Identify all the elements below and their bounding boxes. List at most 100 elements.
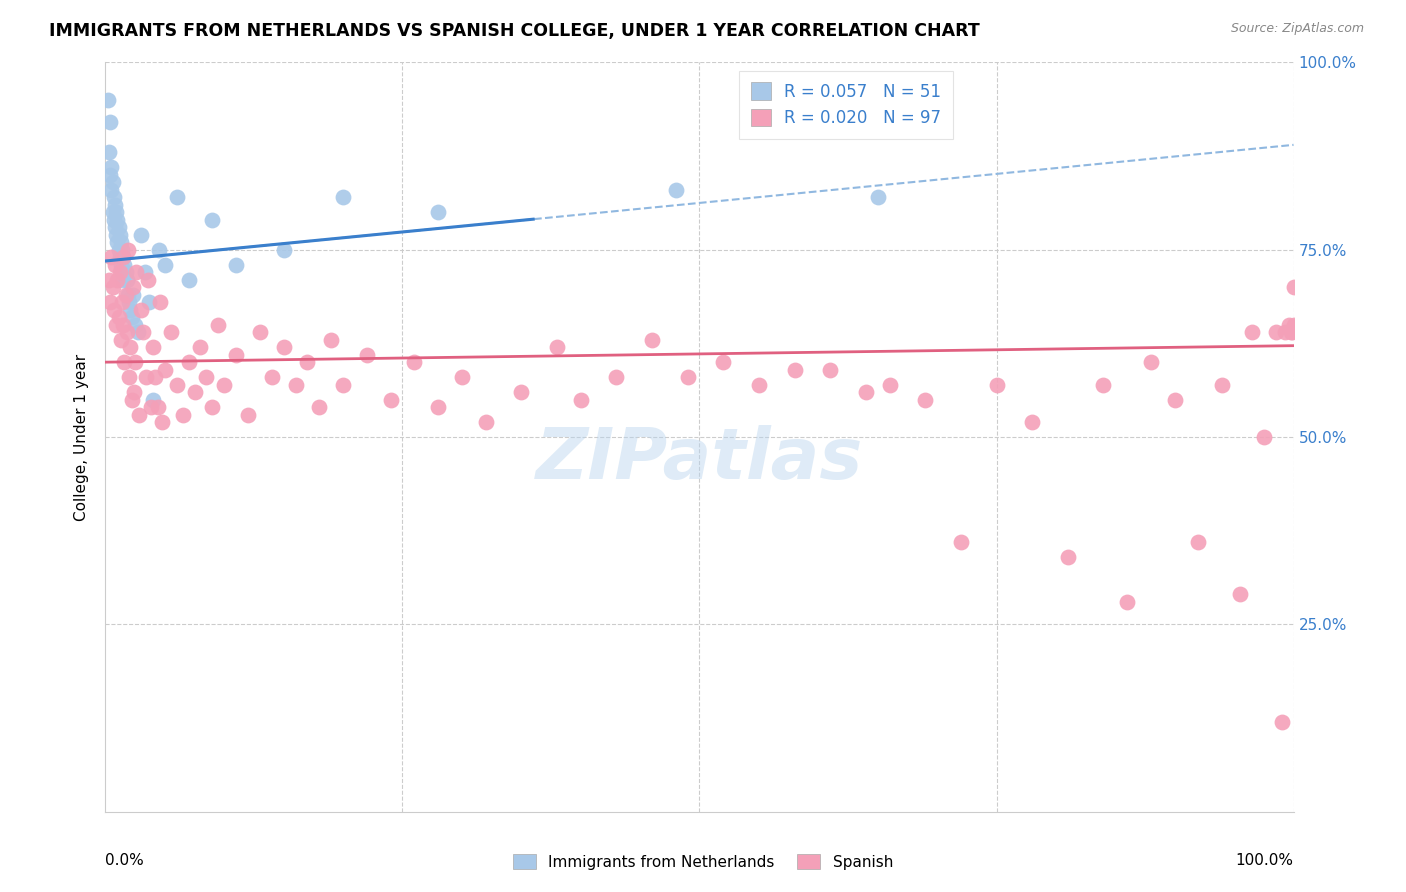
Point xyxy=(110,333,132,347)
Point xyxy=(404,355,426,369)
Point xyxy=(107,243,129,257)
Point xyxy=(855,385,877,400)
Point xyxy=(105,227,128,242)
Point xyxy=(214,377,236,392)
Point xyxy=(114,355,136,369)
Point xyxy=(105,205,128,219)
Point xyxy=(172,408,194,422)
Point xyxy=(132,325,155,339)
Point xyxy=(101,175,124,189)
Point xyxy=(284,377,307,392)
Point xyxy=(273,340,295,354)
Point xyxy=(118,370,141,384)
Point xyxy=(134,265,156,279)
Point xyxy=(124,318,146,332)
Point xyxy=(114,265,136,279)
Point xyxy=(236,408,259,422)
Point xyxy=(249,325,271,339)
Point xyxy=(1056,549,1078,564)
Point xyxy=(114,287,136,301)
Point xyxy=(111,265,134,279)
Point xyxy=(297,355,319,369)
Point xyxy=(107,220,129,235)
Point xyxy=(605,370,627,384)
Point xyxy=(450,370,472,384)
Text: ZIPatlas: ZIPatlas xyxy=(536,425,863,494)
Point xyxy=(128,408,150,422)
Point xyxy=(207,318,229,332)
Point xyxy=(98,145,121,160)
Point xyxy=(138,295,160,310)
Point xyxy=(115,325,138,339)
Point xyxy=(380,392,402,407)
Point xyxy=(110,258,132,272)
Text: Source: ZipAtlas.com: Source: ZipAtlas.com xyxy=(1230,22,1364,36)
Point xyxy=(139,400,162,414)
Point xyxy=(986,377,1008,392)
Point xyxy=(122,385,145,400)
Point xyxy=(146,400,169,414)
Point xyxy=(1278,318,1301,332)
Point xyxy=(100,161,122,175)
Point xyxy=(332,190,354,204)
Point xyxy=(1187,535,1209,549)
Point xyxy=(117,243,139,257)
Point xyxy=(153,362,176,376)
Point xyxy=(98,168,121,182)
Point xyxy=(143,370,166,384)
Point xyxy=(356,348,378,362)
Point xyxy=(97,93,120,107)
Point xyxy=(1253,430,1275,444)
Point xyxy=(108,265,131,279)
Point xyxy=(177,273,200,287)
Point xyxy=(321,333,343,347)
Point xyxy=(427,400,450,414)
Point xyxy=(111,243,134,257)
Point xyxy=(1021,415,1043,429)
Point xyxy=(121,280,143,294)
Point xyxy=(135,370,157,384)
Point xyxy=(117,287,139,301)
Point xyxy=(1279,325,1302,339)
Point xyxy=(118,295,141,310)
Point xyxy=(676,370,699,384)
Point xyxy=(125,265,148,279)
Point xyxy=(104,258,127,272)
Point xyxy=(120,340,142,354)
Text: 100.0%: 100.0% xyxy=(1236,853,1294,868)
Legend: Immigrants from Netherlands, Spanish: Immigrants from Netherlands, Spanish xyxy=(505,846,901,877)
Point xyxy=(1282,318,1305,332)
Point xyxy=(112,250,135,264)
Point xyxy=(308,400,330,414)
Point xyxy=(783,362,806,376)
Point xyxy=(142,340,165,354)
Point xyxy=(105,318,128,332)
Point xyxy=(474,415,496,429)
Point xyxy=(1211,377,1233,392)
Point xyxy=(112,318,135,332)
Point xyxy=(152,415,174,429)
Point xyxy=(1164,392,1187,407)
Point xyxy=(166,377,188,392)
Point xyxy=(111,295,134,310)
Point xyxy=(177,355,200,369)
Point xyxy=(124,355,146,369)
Point xyxy=(225,348,247,362)
Point xyxy=(112,250,135,264)
Point xyxy=(120,302,142,317)
Point xyxy=(159,325,181,339)
Point xyxy=(136,273,159,287)
Point xyxy=(108,227,131,242)
Point xyxy=(1274,325,1296,339)
Point xyxy=(103,212,125,227)
Point xyxy=(225,258,247,272)
Point xyxy=(104,220,127,235)
Point xyxy=(510,385,533,400)
Point xyxy=(1229,587,1251,601)
Point xyxy=(127,325,149,339)
Point xyxy=(121,287,143,301)
Point xyxy=(1092,377,1115,392)
Point xyxy=(101,280,124,294)
Point xyxy=(121,310,143,325)
Point xyxy=(183,385,205,400)
